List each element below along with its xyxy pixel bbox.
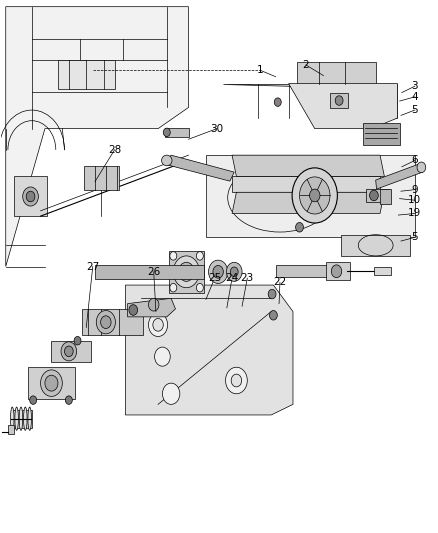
Text: 28: 28 xyxy=(108,145,121,155)
Bar xyxy=(8,425,14,433)
Circle shape xyxy=(45,375,58,391)
Circle shape xyxy=(274,98,281,107)
Polygon shape xyxy=(127,298,176,317)
Polygon shape xyxy=(125,285,293,415)
Bar xyxy=(366,189,389,202)
Circle shape xyxy=(148,313,168,336)
Text: 4: 4 xyxy=(412,92,418,102)
Circle shape xyxy=(170,284,177,292)
Bar xyxy=(51,341,91,362)
Bar xyxy=(58,60,115,89)
Ellipse shape xyxy=(24,407,27,430)
Text: 24: 24 xyxy=(226,273,239,283)
Text: 5: 5 xyxy=(412,232,418,243)
Text: 26: 26 xyxy=(147,267,160,277)
Circle shape xyxy=(173,256,199,288)
Bar xyxy=(11,410,32,427)
Circle shape xyxy=(331,265,342,278)
Circle shape xyxy=(26,191,35,202)
Text: 9: 9 xyxy=(412,184,418,195)
Circle shape xyxy=(268,289,276,299)
Text: 1: 1 xyxy=(257,66,264,75)
Circle shape xyxy=(226,367,247,394)
Text: 25: 25 xyxy=(208,273,221,283)
Circle shape xyxy=(231,374,242,387)
Ellipse shape xyxy=(417,162,426,173)
Polygon shape xyxy=(341,235,410,256)
Bar xyxy=(84,166,119,190)
Polygon shape xyxy=(6,7,188,266)
Circle shape xyxy=(41,370,62,397)
Text: 19: 19 xyxy=(408,208,421,219)
Circle shape xyxy=(129,305,138,316)
Polygon shape xyxy=(223,84,397,118)
Polygon shape xyxy=(376,163,423,189)
Bar xyxy=(374,266,391,275)
Text: 5: 5 xyxy=(412,105,418,115)
Circle shape xyxy=(64,346,73,357)
Circle shape xyxy=(300,177,330,214)
Circle shape xyxy=(196,284,203,292)
Polygon shape xyxy=(232,192,385,214)
Circle shape xyxy=(61,342,77,361)
Circle shape xyxy=(23,187,39,206)
Text: 6: 6 xyxy=(412,156,418,165)
Ellipse shape xyxy=(162,155,172,166)
Circle shape xyxy=(153,318,163,331)
Ellipse shape xyxy=(28,407,32,430)
Bar xyxy=(325,262,350,280)
Circle shape xyxy=(74,336,81,345)
Polygon shape xyxy=(363,123,399,144)
Circle shape xyxy=(179,262,194,281)
Ellipse shape xyxy=(11,407,14,430)
Circle shape xyxy=(269,311,277,320)
Polygon shape xyxy=(165,155,234,181)
Circle shape xyxy=(155,347,170,366)
Text: 30: 30 xyxy=(210,124,223,134)
Circle shape xyxy=(196,252,203,260)
Ellipse shape xyxy=(19,407,23,430)
Polygon shape xyxy=(232,155,385,176)
Circle shape xyxy=(163,128,170,136)
Polygon shape xyxy=(289,84,397,128)
Text: 23: 23 xyxy=(240,273,254,283)
Circle shape xyxy=(30,396,37,405)
Circle shape xyxy=(96,311,116,334)
Bar xyxy=(14,176,47,216)
Bar xyxy=(165,128,188,136)
Circle shape xyxy=(296,222,304,232)
Ellipse shape xyxy=(208,260,228,284)
Ellipse shape xyxy=(230,267,238,277)
Bar xyxy=(380,189,391,204)
Bar xyxy=(82,309,143,335)
Circle shape xyxy=(310,189,320,202)
Circle shape xyxy=(292,168,337,223)
Bar xyxy=(276,265,328,277)
Text: 2: 2 xyxy=(303,60,309,70)
Ellipse shape xyxy=(226,262,242,281)
Bar xyxy=(169,251,204,293)
Text: 22: 22 xyxy=(273,277,286,287)
Circle shape xyxy=(162,383,180,405)
Ellipse shape xyxy=(15,407,18,430)
Text: 3: 3 xyxy=(412,81,418,91)
Text: 10: 10 xyxy=(408,195,421,205)
Circle shape xyxy=(148,298,159,311)
Bar xyxy=(232,176,380,192)
Ellipse shape xyxy=(213,265,223,278)
Bar xyxy=(95,265,204,279)
Circle shape xyxy=(370,190,378,201)
Bar xyxy=(297,62,376,84)
Circle shape xyxy=(170,252,177,260)
Bar xyxy=(330,93,348,109)
Polygon shape xyxy=(206,155,415,237)
Bar xyxy=(28,367,75,399)
Circle shape xyxy=(335,96,343,106)
Circle shape xyxy=(65,396,72,405)
Circle shape xyxy=(101,316,111,328)
Text: 27: 27 xyxy=(86,262,99,271)
